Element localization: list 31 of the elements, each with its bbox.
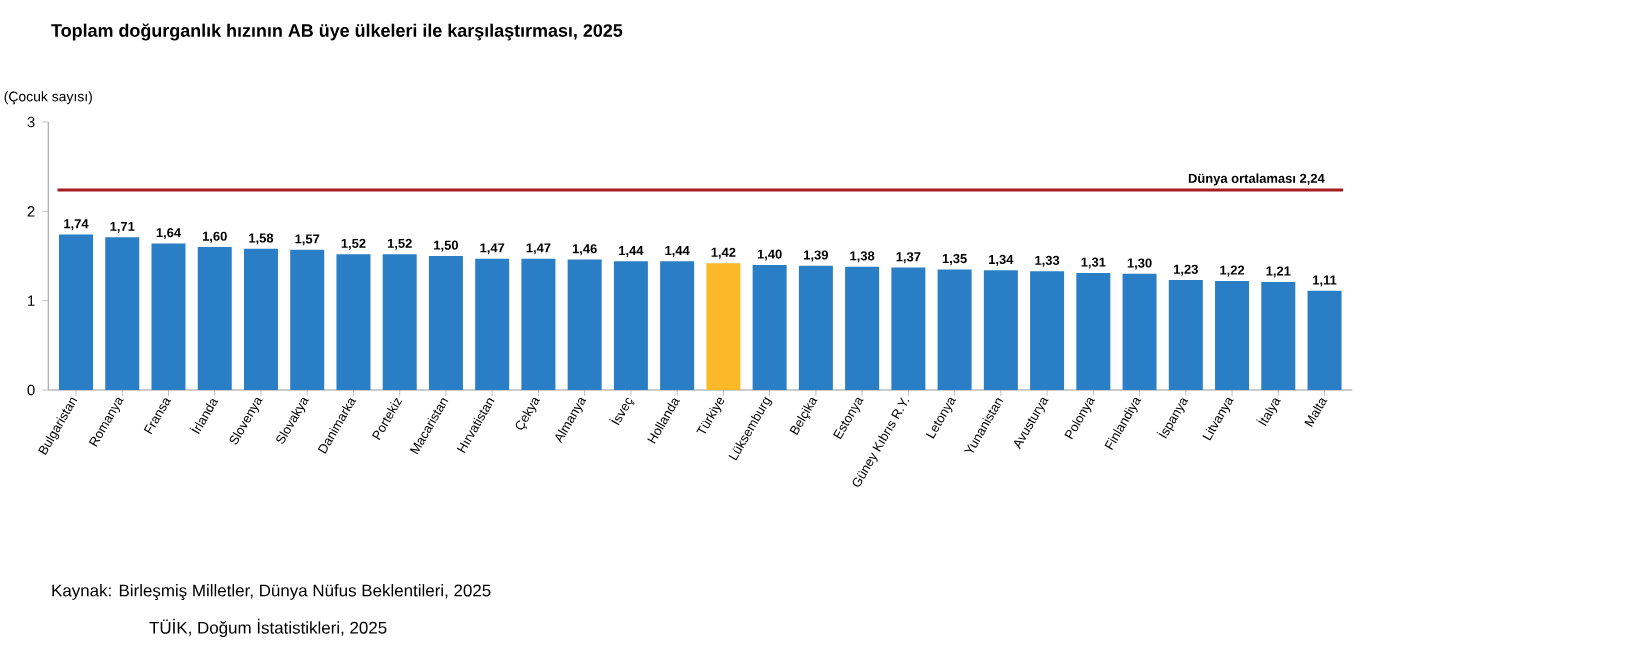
bar [798,265,833,390]
bar [1122,273,1157,390]
bar [937,269,972,390]
bar [891,267,926,390]
bar [428,256,463,390]
text: TÜİK, Doğum İstatistikleri, 2025 [149,618,387,638]
bar [660,261,695,390]
bar [197,247,232,390]
bar [521,258,556,390]
bar [567,259,602,390]
text: Kaynak: Birleşmiş Milletler, Dünya Nüfus Beklentileri, 2025 [52,584,491,600]
bar [1307,290,1342,390]
bar [845,266,880,390]
bar [706,263,741,390]
bar [151,243,186,390]
bar [1168,280,1203,390]
bar [105,237,140,390]
chart-title: Toplam doğurganlık hızının AB üye ülkeleri ile karşılaştırması, 2025 [51,23,623,41]
bar [1215,281,1250,390]
bar [382,254,417,390]
bar [1030,271,1065,390]
bar [336,254,371,390]
bar [1261,281,1296,390]
bar [613,261,648,390]
bar [475,258,510,390]
bar [1076,272,1111,390]
bar [59,234,94,390]
bar [983,270,1018,390]
bar [290,249,325,390]
bar [752,264,787,390]
bar [243,248,278,390]
